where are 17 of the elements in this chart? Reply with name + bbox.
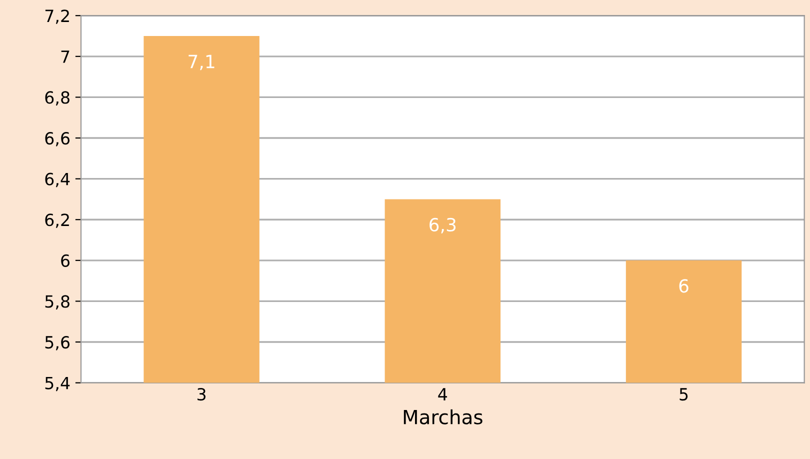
x-tick-label: 4 xyxy=(438,388,448,400)
y-tick-label: 6,4 xyxy=(45,172,70,188)
x-tick-label: 3 xyxy=(198,388,206,401)
y-tick-label: 6,2 xyxy=(45,214,69,228)
y-tick-label: 7,2 xyxy=(45,10,69,24)
x-tick-label: 5 xyxy=(680,388,688,401)
data-label: 7,1 xyxy=(188,54,214,70)
y-tick-label: 5,6 xyxy=(45,336,70,350)
data-label: 6 xyxy=(679,279,688,293)
y-tick-label: 6 xyxy=(61,254,70,267)
y-tick-label: 5,4 xyxy=(45,376,70,392)
y-tick-label: 6,6 xyxy=(45,132,70,146)
y-tick-label: 7 xyxy=(61,50,70,63)
y-tick-label: 5,8 xyxy=(45,295,70,310)
x-axis-title: Marchas xyxy=(404,409,482,424)
data-label: 6,3 xyxy=(430,218,456,234)
y-tick-label: 6,8 xyxy=(45,91,70,106)
